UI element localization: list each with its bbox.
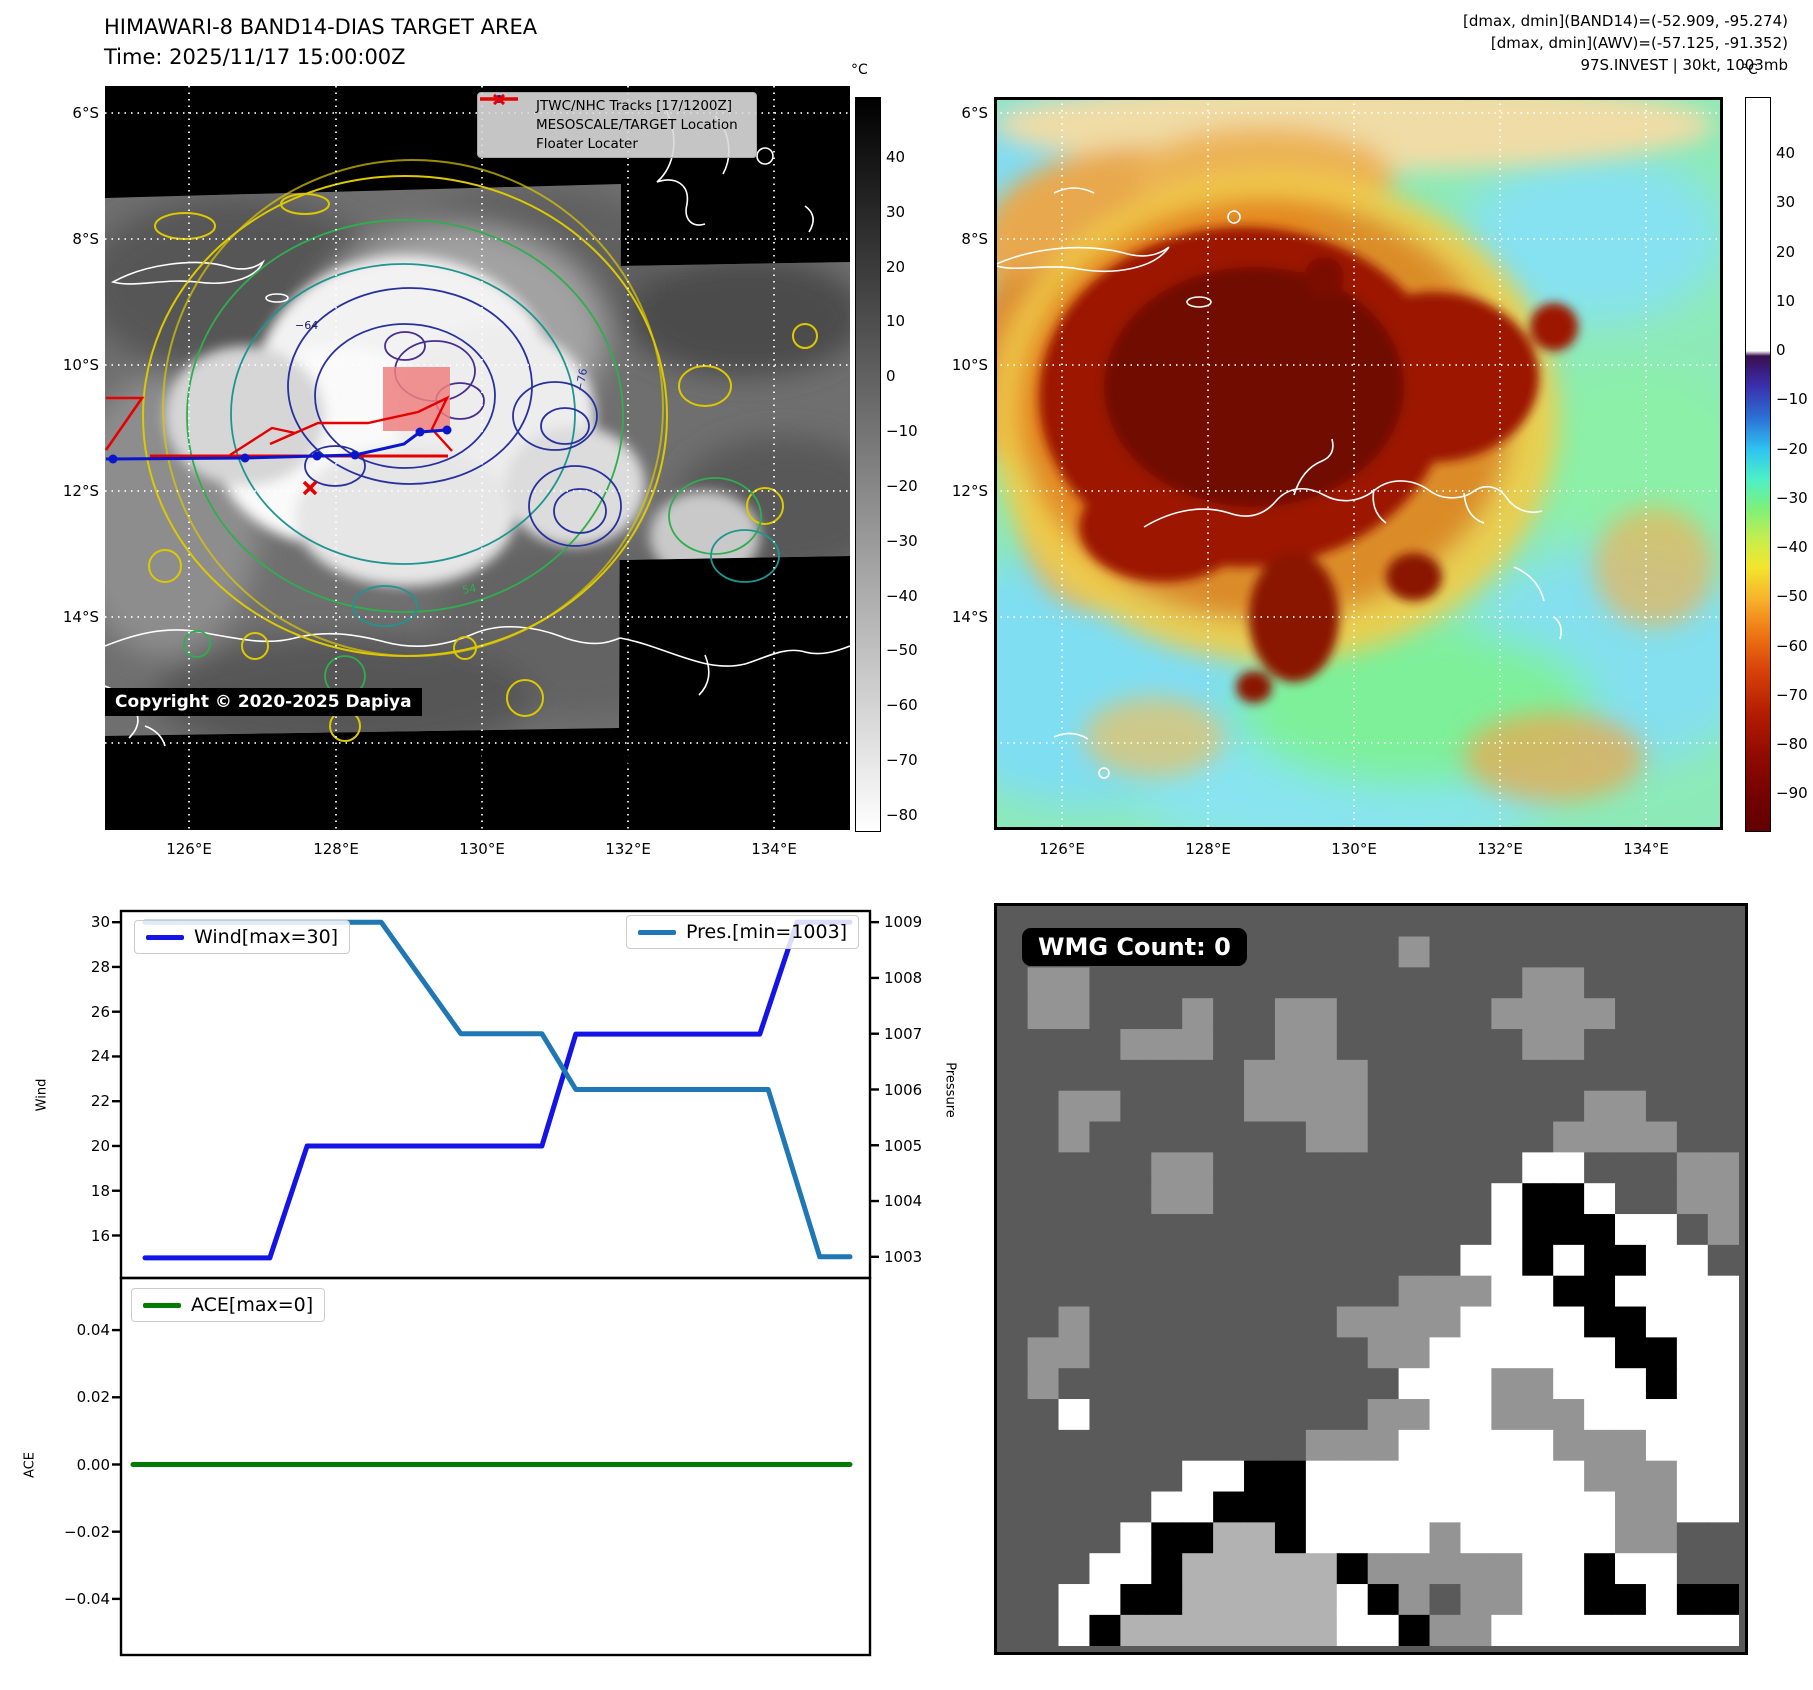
wind-legend-label: Wind[max=30] [194,926,339,948]
contour-label: −64 [295,319,318,332]
pressure-axis-label: Pressure [942,1062,958,1118]
coastlines [994,187,1562,779]
graticule [994,97,1723,830]
ace-line-icon [143,1302,181,1308]
awv-colorbar-unit: °C [1741,62,1758,78]
pressure-legend-label: Pres.[min=1003] [686,921,848,943]
awv-map-panel [994,97,1723,830]
awv-colorbar [1745,97,1771,832]
header-info-band14: [dmax, dmin](BAND14)=(-52.909, -95.274) [1463,12,1788,30]
pressure-legend: Pres.[min=1003] [626,915,860,949]
header-info-awv: [dmax, dmin](AWV)=(-57.125, -91.352) [1490,34,1788,52]
legend-row-target: MESOSCALE/TARGET Location [486,93,748,133]
contour-labels: −64 −76 54 [295,319,590,597]
wind-line-icon [146,934,184,940]
header-info-storm: 97S.INVEST | 30kt, 1003mb [1580,56,1788,74]
wind-legend: Wind[max=30] [134,920,351,954]
legend-row-tracks: JTWC/NHC Tracks [17/1200Z] [480,95,748,114]
wmg-grid-image [997,906,1739,1646]
map-legend: JTWC/NHC Tracks [17/1200Z] MESOSCALE/TAR… [477,92,757,158]
band14-colorbar [855,97,881,832]
wind-axis-label: Wind [34,1078,50,1112]
target-area-box [383,367,450,431]
wmg-count-badge: WMG Count: 0 [1022,928,1247,966]
wmg-panel [994,903,1748,1655]
band14-map-panel: −64 −76 54 [105,86,850,830]
band14-colorbar-unit: °C [851,62,868,78]
legend-label: JTWC/NHC Tracks [17/1200Z] [536,98,733,114]
ace-legend-label: ACE[max=0] [191,1294,314,1316]
mesoscale-x-marker [302,480,318,496]
header-info: [dmax, dmin](BAND14)=(-52.909, -95.274) … [1463,10,1788,76]
ir-contours [142,159,818,742]
chart-title: Wind / Pres. / ACE Diagnosis [354,744,636,768]
legend-label: MESOSCALE/TARGET Location [536,117,738,133]
legend-label: Floater Locater [536,136,638,152]
contour-label: −76 [573,367,590,392]
floater-line-icon [480,97,528,151]
contour-label: 54 [461,582,477,597]
page-subtitle-time: Time: 2025/11/17 15:00:00Z [104,45,406,69]
header-titles: HIMAWARI-8 BAND14-DIAS TARGET AREA Time:… [104,12,537,72]
pressure-line-icon [638,929,676,935]
ace-axis-label: ACE [22,1452,38,1478]
awv-satellite-image [994,97,1723,830]
ace-legend: ACE[max=0] [131,1288,326,1322]
target-x-icon [486,93,528,132]
copyright-badge: Copyright © 2020-2025 Dapiya [105,688,422,716]
jtwc-track [105,425,452,464]
legend-row-floater: Floater Locater [480,97,748,152]
page-title: HIMAWARI-8 BAND14-DIAS TARGET AREA [104,15,538,39]
